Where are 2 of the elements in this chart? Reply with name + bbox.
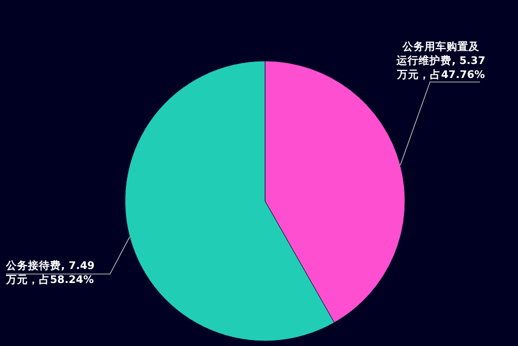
slice-label: 公务接待费, 7.49 万元，占58.24% [5,259,95,286]
slice-label: 公务用车购置及运行维护费, 5.37 万元，占47.76% [396,40,486,81]
